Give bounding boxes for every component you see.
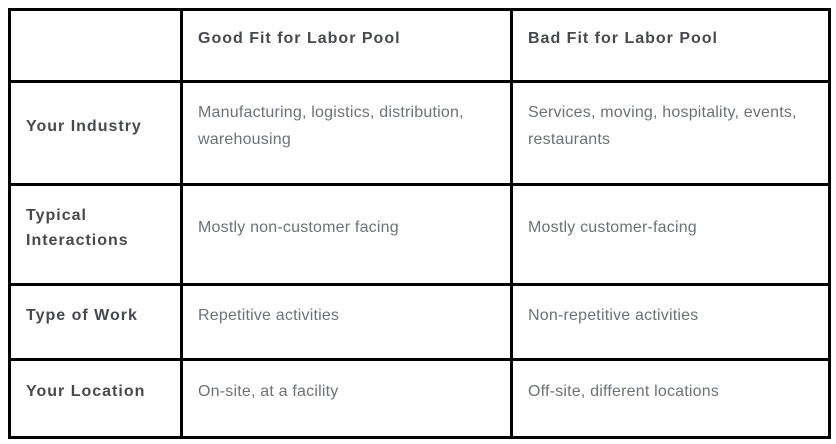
cell-interactions-bad: Mostly customer-facing [510,183,831,286]
row-header-interactions: Typical Interactions [8,183,183,286]
table-row-interactions: Typical Interactions Mostly non-customer… [8,183,831,286]
labor-pool-fit-table: Good Fit for Labor Pool Bad Fit for Labo… [8,8,831,439]
table-row-type-of-work: Type of Work Repetitive activities Non-r… [8,283,831,361]
table-row-industry: Your Industry Manufacturing, logistics, … [8,80,831,186]
col-header-good-fit: Good Fit for Labor Pool [180,8,513,83]
cell-industry-bad: Services, moving, hospitality, events, r… [510,80,831,186]
header-row: Good Fit for Labor Pool Bad Fit for Labo… [8,8,831,83]
cell-interactions-good: Mostly non-customer facing [180,183,513,286]
corner-cell [8,8,183,83]
cell-location-good: On-site, at a facility [180,358,513,439]
cell-type-of-work-good: Repetitive activities [180,283,513,361]
col-header-bad-fit: Bad Fit for Labor Pool [510,8,831,83]
row-header-industry: Your Industry [8,80,183,186]
row-header-type-of-work: Type of Work [8,283,183,361]
cell-industry-good: Manufacturing, logistics, distribution, … [180,80,513,186]
row-header-location: Your Location [8,358,183,439]
cell-location-bad: Off-site, different locations [510,358,831,439]
cell-type-of-work-bad: Non-repetitive activities [510,283,831,361]
table-row-location: Your Location On-site, at a facility Off… [8,358,831,439]
